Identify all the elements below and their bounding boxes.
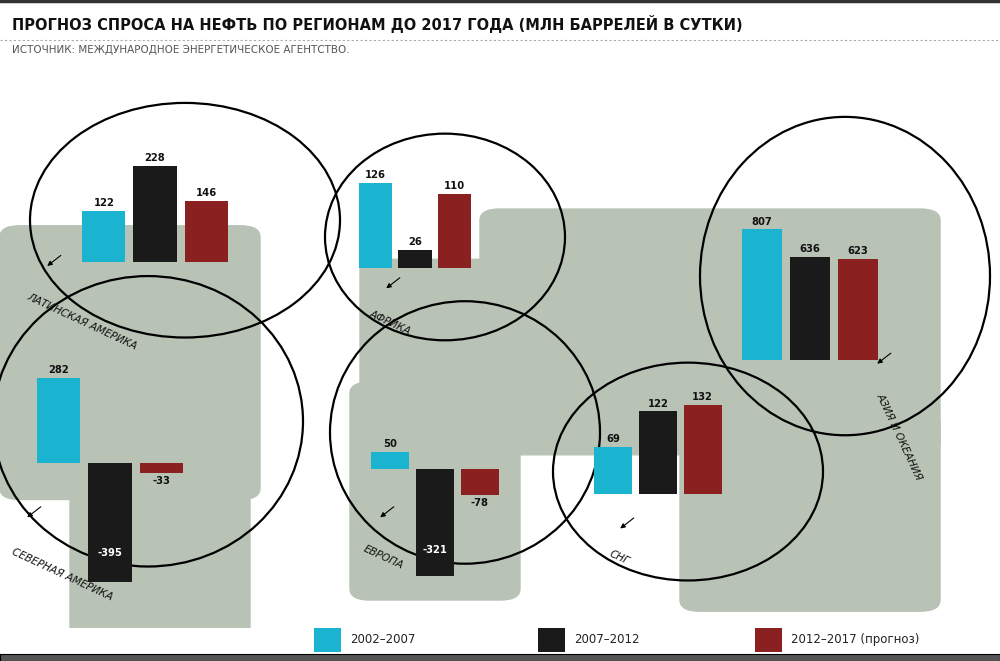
Bar <box>37 378 80 463</box>
Bar <box>140 463 183 473</box>
FancyBboxPatch shape <box>360 259 500 405</box>
FancyBboxPatch shape <box>680 410 940 611</box>
Text: 122: 122 <box>648 399 668 408</box>
Text: СНГ: СНГ <box>608 549 631 567</box>
Text: 132: 132 <box>692 392 713 402</box>
Text: ПРОГНОЗ СПРОСА НА НЕФТЬ ПО РЕГИОНАМ ДО 2017 ГОДА (МЛН БАРРЕЛЕЙ В СУТКИ): ПРОГНОЗ СПРОСА НА НЕФТЬ ПО РЕГИОНАМ ДО 2… <box>12 15 743 33</box>
Text: 2012–2017 (прогноз): 2012–2017 (прогноз) <box>791 633 920 646</box>
Text: 69: 69 <box>606 434 620 444</box>
Bar <box>742 229 782 360</box>
FancyBboxPatch shape <box>0 226 260 500</box>
Text: 146: 146 <box>196 188 217 198</box>
Bar <box>790 257 830 360</box>
Text: 122: 122 <box>93 198 114 208</box>
Text: -33: -33 <box>152 476 170 486</box>
Bar <box>398 251 432 268</box>
Text: ЛАТИНСКАЯ АМЕРИКА: ЛАТИНСКАЯ АМЕРИКА <box>25 292 138 352</box>
Bar <box>639 411 677 494</box>
Bar <box>314 628 341 652</box>
Text: 110: 110 <box>444 181 465 191</box>
FancyBboxPatch shape <box>350 382 520 600</box>
Bar <box>82 211 125 262</box>
Bar <box>359 183 392 268</box>
Text: 623: 623 <box>848 247 868 256</box>
Bar <box>438 194 471 268</box>
Bar <box>684 405 722 494</box>
Text: ЕВРОПА: ЕВРОПА <box>362 543 405 570</box>
Text: -321: -321 <box>423 545 448 555</box>
Text: 2002–2007: 2002–2007 <box>350 633 416 646</box>
Bar <box>371 452 409 469</box>
Text: СЕВЕРНАЯ АМЕРИКА: СЕВЕРНАЯ АМЕРИКА <box>10 546 114 602</box>
Bar <box>416 469 454 576</box>
Bar <box>594 447 632 494</box>
Text: АФРИКА: АФРИКА <box>368 309 413 336</box>
FancyBboxPatch shape <box>70 460 250 639</box>
FancyBboxPatch shape <box>480 209 940 455</box>
Bar <box>538 628 565 652</box>
Text: 126: 126 <box>365 170 386 180</box>
Bar <box>88 463 132 582</box>
Text: -78: -78 <box>471 498 489 508</box>
Text: 228: 228 <box>145 153 165 163</box>
Text: 26: 26 <box>408 237 422 247</box>
Text: АЗИЯ И ОКЕАНИЯ: АЗИЯ И ОКЕАНИЯ <box>875 392 924 482</box>
Text: -395: -395 <box>98 549 122 559</box>
Bar <box>133 166 177 262</box>
Bar <box>838 259 878 360</box>
Text: 282: 282 <box>48 366 69 375</box>
Bar <box>755 628 782 652</box>
Bar <box>185 200 228 262</box>
Text: 50: 50 <box>383 439 397 449</box>
Text: ИСТОЧНИК: МЕЖДУНАРОДНОЕ ЭНЕРГЕТИЧЕСКОЕ АГЕНТСТВО.: ИСТОЧНИК: МЕЖДУНАРОДНОЕ ЭНЕРГЕТИЧЕСКОЕ А… <box>12 45 350 55</box>
Text: 807: 807 <box>752 217 772 227</box>
Text: 636: 636 <box>800 244 820 254</box>
Text: 2007–2012: 2007–2012 <box>574 633 640 646</box>
Bar <box>461 469 499 495</box>
